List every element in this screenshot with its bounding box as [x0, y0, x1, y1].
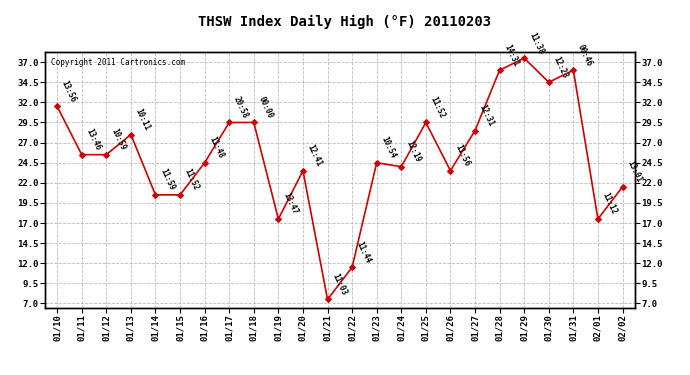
Point [52, 104, 63, 110]
Point [297, 168, 308, 174]
Point [543, 79, 554, 85]
Point [76, 152, 87, 157]
Point [445, 168, 456, 174]
Point [199, 160, 210, 166]
Point [617, 184, 628, 190]
Point [593, 216, 604, 222]
Point [396, 164, 407, 170]
Point [101, 152, 112, 157]
Text: 12:31: 12:31 [477, 103, 495, 128]
Text: 12:19: 12:19 [404, 139, 422, 164]
Point [273, 216, 284, 222]
Point [248, 120, 259, 126]
Text: 00:00: 00:00 [257, 95, 275, 120]
Text: 11:03: 11:03 [331, 272, 348, 297]
Text: 14:31: 14:31 [502, 43, 520, 68]
Point [126, 132, 137, 138]
Text: 11:38: 11:38 [527, 31, 545, 56]
Text: 11:52: 11:52 [428, 95, 446, 120]
Point [224, 120, 235, 126]
Text: 11:12: 11:12 [601, 192, 619, 216]
Text: 11:44: 11:44 [355, 240, 373, 264]
Point [150, 192, 161, 198]
Text: 11:59: 11:59 [158, 167, 176, 192]
Text: 00:46: 00:46 [576, 43, 594, 68]
Point [568, 67, 579, 73]
Point [346, 264, 357, 270]
Text: 11:48: 11:48 [208, 135, 226, 160]
Point [371, 160, 382, 166]
Text: 11:52: 11:52 [183, 167, 201, 192]
Point [469, 128, 480, 134]
Text: 13:01: 13:01 [625, 159, 643, 184]
Text: Copyright 2011 Cartronics.com: Copyright 2011 Cartronics.com [51, 58, 185, 67]
Point [519, 55, 530, 61]
Text: 20:58: 20:58 [232, 95, 250, 120]
Text: 12:41: 12:41 [306, 143, 324, 168]
Text: 10:11: 10:11 [134, 107, 152, 132]
Text: 13:56: 13:56 [60, 79, 78, 104]
Text: 10:54: 10:54 [380, 135, 397, 160]
Point [322, 297, 333, 303]
Text: 13:47: 13:47 [281, 192, 299, 216]
Text: 11:56: 11:56 [453, 143, 471, 168]
Point [175, 192, 186, 198]
Text: 13:46: 13:46 [84, 127, 102, 152]
Point [494, 67, 505, 73]
Text: 10:59: 10:59 [109, 127, 127, 152]
Text: 12:23: 12:23 [551, 55, 569, 80]
Point [420, 120, 431, 126]
Text: THSW Index Daily High (°F) 20110203: THSW Index Daily High (°F) 20110203 [199, 15, 491, 29]
